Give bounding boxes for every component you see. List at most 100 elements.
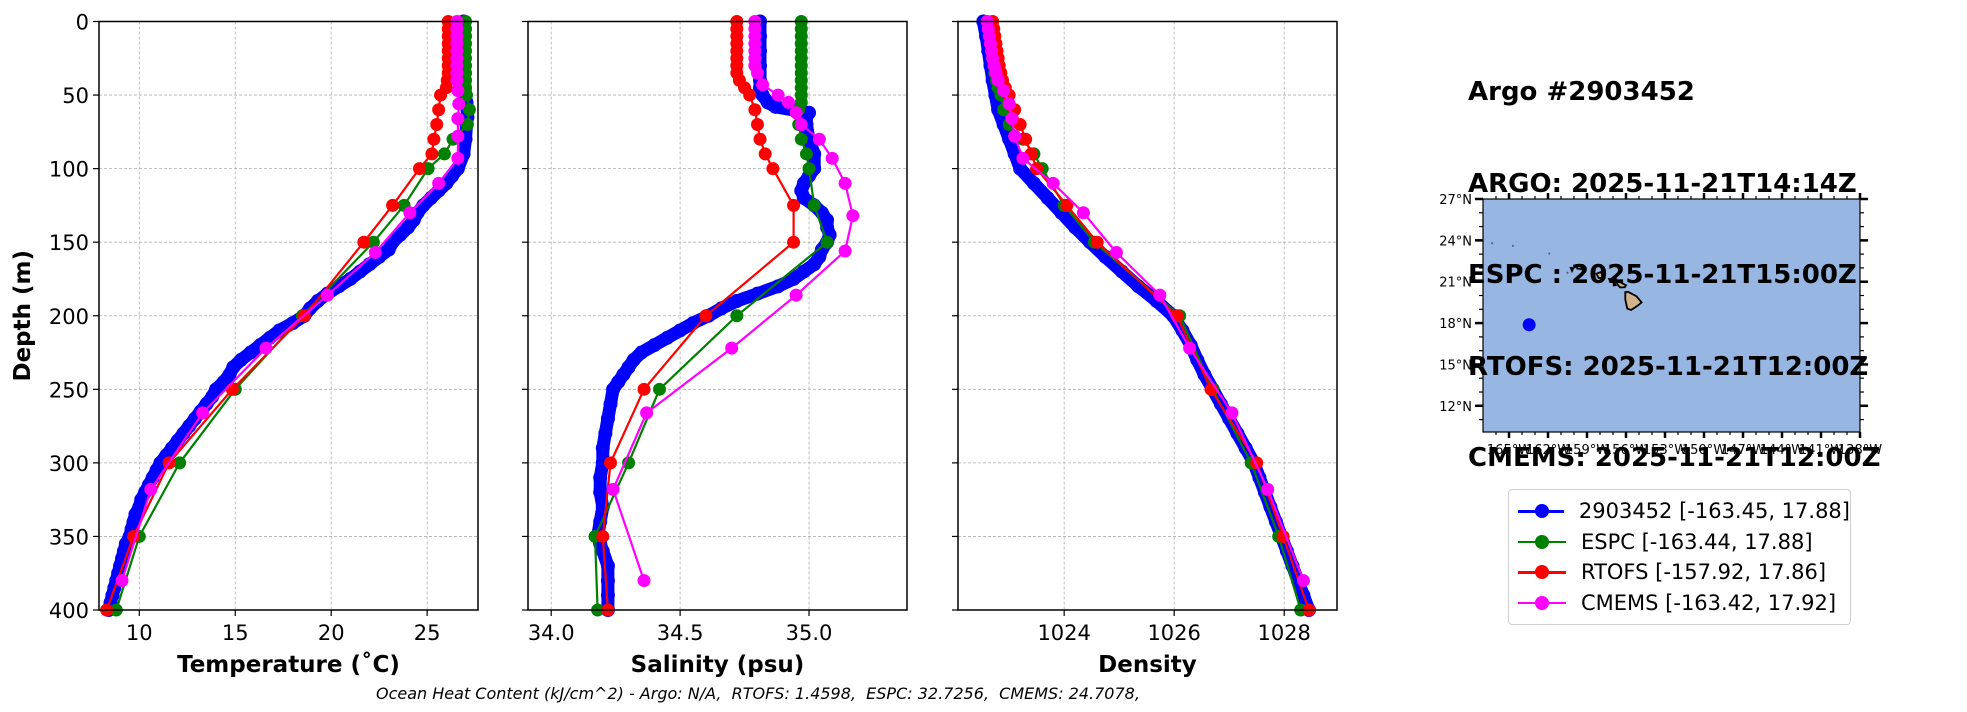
map-x-tick-label: 147°W (1721, 443, 1765, 458)
data-point-argo (381, 242, 396, 257)
legend-label: ESPC [-163.44, 17.88] (1581, 529, 1813, 554)
data-point-cmems (1109, 245, 1123, 259)
data-point-argo (796, 264, 811, 279)
data-point-argo (1040, 191, 1055, 206)
title-line-rtofs-time: RTOFS: 2025-11-21T12:00Z (1468, 351, 1869, 382)
data-point-cmems (838, 244, 852, 258)
data-point-cmems (1002, 97, 1016, 111)
x-tick-label: 1028 (1257, 621, 1310, 645)
map-x-tick-label: 165°W (1487, 443, 1531, 458)
data-point-cmems (756, 78, 770, 92)
data-point-argo (600, 573, 615, 588)
data-point-cmems (789, 288, 803, 302)
data-point-rtofs (412, 162, 426, 176)
map-frame (1482, 198, 1861, 433)
data-point-cmems (1076, 206, 1090, 220)
data-point-rtofs (1090, 235, 1104, 249)
title-line-espc-time: ESPC : 2025-11-21T15:00Z (1468, 260, 1857, 290)
x-tick-label: 15 (222, 621, 249, 645)
legend: 2903452 [-163.45, 17.88] ESPC [-163.44, … (1508, 489, 1851, 625)
island (1595, 271, 1607, 279)
legend-label: 2903452 [-163.45, 17.88] (1578, 499, 1850, 524)
salinity-series (588, 14, 860, 617)
data-point-rtofs (1019, 132, 1033, 146)
ocean-heat-content-caption: Ocean Heat Content (kJ/cm^2) - Argo: N/A… (376, 684, 1140, 703)
map-x-tick-label: 156°W (1604, 443, 1648, 458)
x-tick-label: 34.5 (657, 621, 704, 645)
y-tick-label: 350 (49, 525, 89, 549)
y-axis-label: Depth (m) (10, 250, 36, 382)
data-point-cmems (1153, 288, 1167, 302)
x-axis-label: Temperature (˚C) (177, 651, 400, 678)
map-x-tick-label: 162°W (1526, 443, 1570, 458)
y-tick-label: 200 (49, 305, 89, 329)
data-point-cmems (725, 341, 739, 355)
data-point-argo (768, 99, 783, 114)
data-point-argo (1026, 176, 1041, 191)
data-point-cmems (637, 574, 651, 588)
data-point-cmems (838, 176, 852, 190)
legend-entry-espc: ESPC [-163.44, 17.88] (1509, 527, 1850, 558)
data-point-argo (771, 279, 786, 294)
data-point-cmems (451, 129, 465, 143)
map-x-tick-label: 159°W (1565, 443, 1609, 458)
data-point-rtofs (604, 456, 618, 470)
island (1607, 278, 1618, 282)
data-point-cmems (1005, 112, 1019, 126)
data-point-cmems (259, 341, 273, 355)
map-x-tick-label: 144°W (1760, 443, 1804, 458)
data-point-argo (593, 485, 608, 500)
map-y-tick-label: 24°N (1439, 234, 1472, 249)
x-tick-label: 35.0 (786, 621, 833, 645)
data-point-rtofs (750, 117, 764, 131)
data-point-cmems (403, 206, 417, 220)
map-x-tick-label: 153°W (1643, 443, 1687, 458)
data-point-rtofs (225, 382, 239, 396)
data-point-cmems (115, 574, 129, 588)
data-point-cmems (1183, 341, 1197, 355)
data-point-cmems (812, 132, 826, 146)
data-point-rtofs (758, 147, 772, 161)
data-point-cmems (451, 151, 465, 165)
legend-entry-rtofs: RTOFS [-157.92, 17.86] (1509, 557, 1850, 588)
data-point-cmems (320, 288, 334, 302)
data-point-cmems (606, 482, 620, 496)
temperature-series (100, 14, 476, 617)
data-point-espc (366, 235, 380, 249)
salinity-panel: 34.0 34.5 35.0 Salinity (psu) (522, 14, 908, 678)
x-axis-label: Density (1098, 652, 1197, 678)
map-y-tick-label: 18°N (1439, 317, 1472, 332)
series-line-rtofs (105, 21, 450, 611)
data-point-argo (660, 330, 675, 345)
data-point-rtofs (743, 88, 757, 102)
location-map: 165°W162°W159°W156°W153°W150°W147°W144°W… (1439, 193, 1882, 458)
data-point-rtofs (748, 103, 762, 117)
legend-label: CMEMS [-163.42, 17.92] (1581, 590, 1837, 615)
y-tick-label: 0 (76, 11, 89, 35)
islet (1491, 242, 1494, 245)
island (1575, 263, 1585, 271)
y-tick-label: 300 (49, 452, 89, 476)
figure-title: Argo #2903452 ARGO: 2025-11-21T14:14Z ES… (1468, 16, 1880, 504)
data-point-argo (673, 323, 688, 338)
data-point-espc (437, 147, 451, 161)
data-point-cmems (432, 176, 446, 190)
y-tick-label: 250 (49, 378, 89, 402)
island (1612, 281, 1617, 287)
data-point-argo (807, 257, 822, 272)
data-point-cmems (640, 406, 654, 420)
data-point-cmems (846, 209, 860, 223)
title-line-cmems-time: CMEMS: 2025-11-21T12:00Z (1468, 443, 1881, 473)
data-point-argo (647, 338, 662, 353)
data-point-argo (598, 426, 613, 441)
legend-label: RTOFS [-157.92, 17.86] (1581, 560, 1827, 585)
data-point-espc (799, 147, 813, 161)
data-point-cmems (991, 73, 1005, 87)
data-point-rtofs (699, 309, 713, 323)
x-tick-label: 1026 (1147, 621, 1200, 645)
island (1569, 266, 1575, 274)
data-point-cmems (196, 406, 210, 420)
data-point-rtofs (753, 132, 767, 146)
legend-marker-rtofs (1518, 562, 1566, 582)
data-point-cmems (144, 482, 158, 496)
